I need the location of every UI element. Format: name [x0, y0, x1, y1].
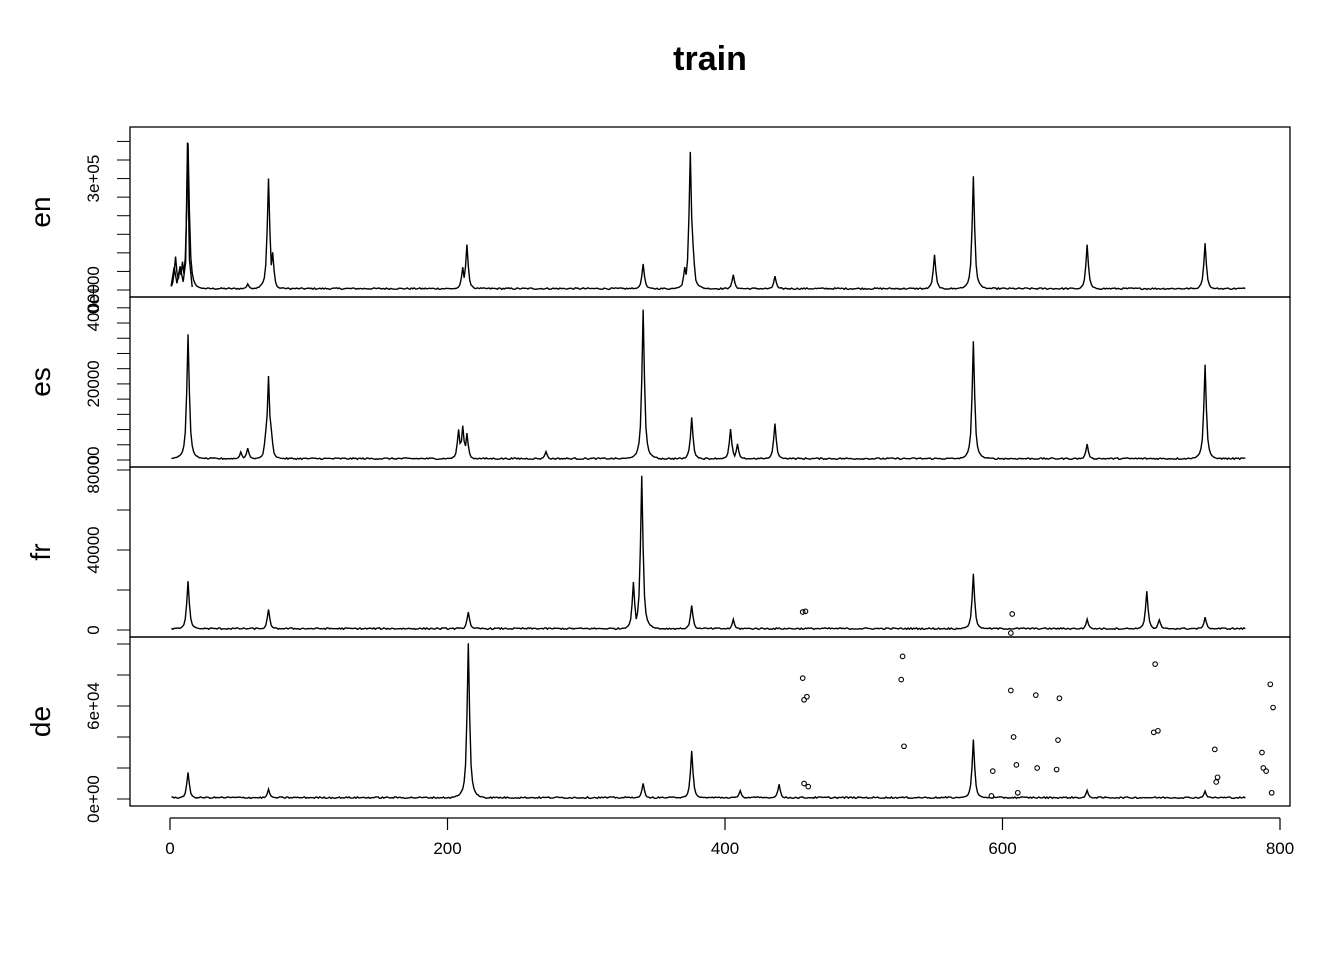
data-point — [1053, 766, 1060, 773]
panel-es: 0 20000 40000 es — [25, 284, 1291, 468]
data-point — [1007, 687, 1014, 694]
panel-de: 0e+00 6e+04 de — [25, 636, 1291, 823]
data-point — [1270, 704, 1276, 711]
series-line-en — [170, 143, 1246, 291]
panel-label-es: es — [25, 367, 56, 397]
data-point — [1259, 749, 1265, 756]
data-point — [799, 675, 806, 681]
panel-label-fr: fr — [25, 543, 56, 560]
y-tick-label: 80000 — [84, 446, 103, 493]
panel-frame — [129, 126, 1291, 298]
x-tick-label: 600 — [988, 839, 1016, 858]
panel-en: 0e+00 3e+05 en — [25, 126, 1291, 314]
data-point — [1009, 611, 1016, 617]
data-point — [1213, 779, 1220, 785]
panel-label-en: en — [25, 196, 56, 227]
data-point — [801, 696, 807, 703]
data-point — [805, 783, 812, 790]
data-point — [899, 653, 906, 660]
chart-title: train — [673, 40, 747, 78]
x-tick-label: 400 — [711, 839, 739, 858]
x-tick-label: 800 — [1266, 839, 1294, 858]
panels-group: 0e+00 3e+05 en 0 20000 40000 es 0 40000 80000 fr 0e… — [25, 126, 1291, 823]
data-point — [1211, 746, 1218, 753]
data-point — [802, 608, 809, 615]
data-point — [1267, 681, 1274, 688]
data-point — [804, 693, 810, 700]
y-tick-label: 6e+04 — [84, 682, 103, 730]
x-tick-label: 0 — [165, 839, 174, 858]
data-point — [1214, 774, 1221, 781]
data-point — [1034, 765, 1041, 771]
y-tick-label: 20000 — [84, 360, 103, 407]
data-point — [901, 743, 907, 750]
data-point — [801, 780, 807, 787]
data-point — [988, 793, 995, 799]
data-point — [1056, 695, 1063, 702]
panel-label-de: de — [25, 706, 56, 737]
y-tick-label: 40000 — [84, 284, 103, 331]
data-point — [1263, 768, 1269, 774]
series-line-es — [171, 309, 1246, 461]
y-tick-label: 0e+00 — [84, 775, 103, 823]
data-point — [989, 768, 996, 774]
y-tick-label: 3e+05 — [84, 155, 103, 203]
y-tick-label: 40000 — [84, 526, 103, 573]
data-point — [1152, 661, 1158, 668]
x-axis: 0 200 400 600 800 — [165, 817, 1294, 858]
series-line-fr — [171, 475, 1246, 631]
data-point — [1014, 789, 1021, 796]
data-point — [799, 609, 806, 615]
y-tick-label: 0 — [84, 455, 103, 464]
data-point — [1155, 727, 1161, 734]
x-tick-label: 200 — [433, 839, 461, 858]
data-point — [1013, 762, 1020, 768]
data-point — [1055, 737, 1061, 743]
y-tick-label: 0 — [84, 625, 103, 634]
data-point — [1007, 630, 1014, 636]
series-spike — [170, 142, 193, 288]
data-point — [1010, 734, 1017, 740]
data-point — [1268, 789, 1275, 796]
data-point — [1032, 692, 1039, 699]
panel-frame — [129, 636, 1291, 807]
panel-frame — [129, 296, 1291, 468]
panel-frame — [129, 466, 1291, 638]
y-tick-label: 0e+00 — [84, 266, 103, 314]
data-point — [898, 676, 905, 683]
panel-fr: 0 40000 80000 fr — [25, 446, 1291, 638]
data-point — [1260, 765, 1267, 771]
series-line-de — [171, 643, 1246, 800]
